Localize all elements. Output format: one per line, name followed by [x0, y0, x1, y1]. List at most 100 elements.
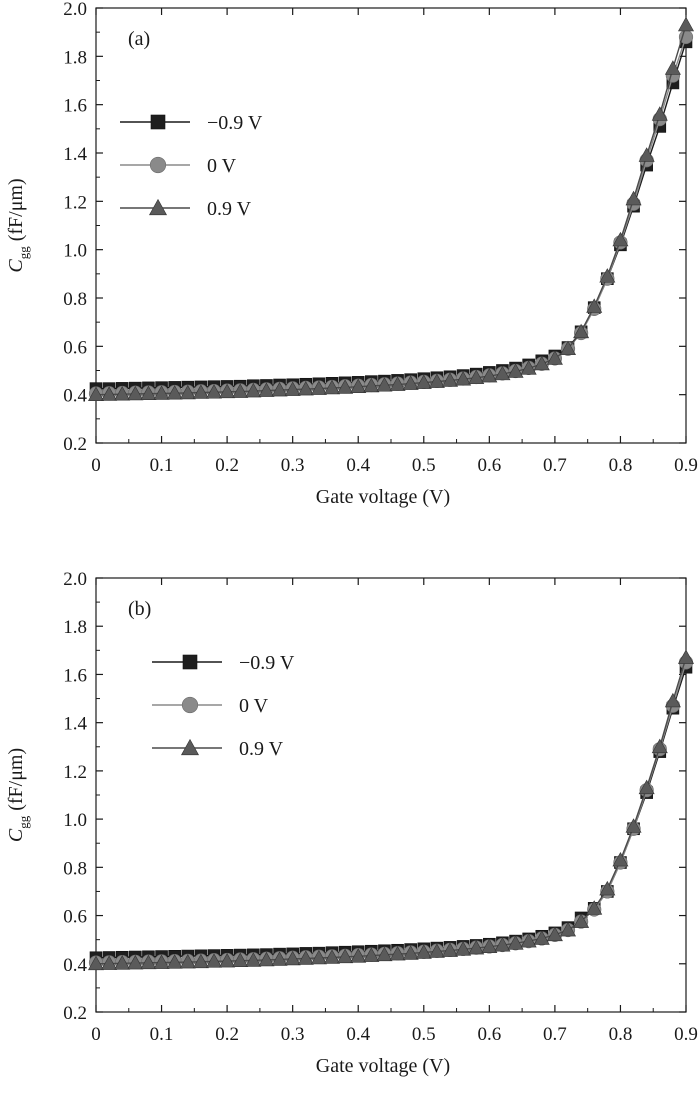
series-2 — [88, 655, 694, 970]
data-point — [219, 383, 236, 399]
y-axis-title: Cgg (fF/μm) — [5, 178, 31, 272]
panel-label: (b) — [128, 598, 151, 620]
data-point — [297, 950, 314, 965]
data-point — [481, 367, 498, 383]
data-point — [455, 941, 472, 956]
y-tick-label: 1.2 — [63, 762, 87, 783]
y-tick-label: 0.6 — [63, 907, 87, 928]
data-point — [415, 374, 432, 389]
data-point — [258, 382, 275, 397]
x-tick-label: 0.1 — [150, 1024, 174, 1045]
chart-panel-a: 0 0.1 0.2 0.3 0.4 0.5 0.6 0.7 0.8 0.9 0.2 0.4 0.6 0.8… — [5, 0, 698, 508]
data-point — [546, 926, 563, 942]
legend-label: −0.9 V — [239, 652, 295, 674]
data-point — [559, 921, 577, 937]
data-point — [323, 949, 341, 964]
data-point — [612, 851, 629, 867]
data-point — [153, 954, 170, 969]
y-tick-label: 0.2 — [63, 1003, 87, 1024]
y-tick-label: 1.2 — [63, 192, 87, 213]
y-tick-label: 1.0 — [63, 241, 87, 262]
data-point — [232, 952, 249, 967]
data-point — [363, 377, 380, 393]
data-point — [389, 376, 406, 391]
data-point — [140, 954, 157, 970]
series-line — [95, 657, 687, 965]
y-tick-label: 1.4 — [63, 144, 87, 165]
data-point — [376, 946, 393, 962]
x-tick-label: 0.7 — [543, 455, 567, 476]
x-tick-label: 0.6 — [477, 1024, 501, 1045]
legend-marker — [150, 114, 166, 130]
data-point — [664, 60, 681, 75]
x-tick-label: 0 — [91, 455, 101, 476]
data-point — [179, 384, 196, 400]
data-point — [625, 190, 642, 206]
data-point — [638, 147, 655, 162]
x-axis-title: Gate voltage (V) — [316, 486, 450, 508]
y-tick-label: 0.8 — [63, 289, 87, 310]
data-point — [599, 880, 616, 896]
x-tick-label: 0.9 — [674, 455, 698, 476]
plot-frame — [95, 7, 687, 444]
data-point — [205, 384, 223, 399]
data-point — [573, 323, 590, 339]
data-point — [520, 360, 537, 375]
data-point — [376, 377, 393, 392]
data-point — [101, 955, 118, 970]
data-point — [363, 947, 380, 962]
data-point — [586, 298, 603, 313]
x-tick-label: 0.3 — [281, 1024, 305, 1045]
y-tick-label: 0.4 — [63, 386, 87, 407]
legend-label: 0.9 V — [207, 198, 252, 220]
data-point — [573, 913, 590, 928]
y-axis-title-unit: (fF/μm) — [5, 748, 27, 811]
data-point — [468, 369, 485, 385]
data-point — [323, 379, 341, 395]
y-tick-label: 0.8 — [63, 858, 87, 879]
data-point — [520, 932, 537, 948]
legend-label: 0.9 V — [239, 738, 284, 760]
data-point — [166, 954, 183, 969]
data-point — [127, 954, 144, 970]
series-line — [95, 24, 687, 396]
data-point — [271, 381, 288, 397]
x-axis-title: Gate voltage (V) — [316, 1055, 450, 1077]
data-point — [455, 371, 472, 386]
series-line — [95, 36, 687, 395]
data-point — [402, 375, 419, 390]
y-tick-label: 1.4 — [63, 714, 87, 735]
x-tick-label: 0.7 — [543, 1024, 567, 1045]
plot-frame — [95, 577, 687, 1013]
data-point — [481, 938, 498, 953]
data-point — [87, 386, 105, 401]
data-point — [494, 365, 511, 381]
x-tick-label: 0.5 — [412, 455, 436, 476]
x-tick-label: 0.8 — [609, 455, 633, 476]
series-1 — [89, 660, 693, 965]
legend-marker — [181, 696, 199, 714]
y-axis-title-unit: (fF/μm) — [5, 178, 27, 241]
legend-label: −0.9 V — [207, 112, 263, 134]
data-point — [586, 900, 603, 915]
data-point — [297, 380, 314, 396]
data-point — [389, 946, 406, 961]
x-tick-label: 0.4 — [346, 1024, 370, 1045]
data-point — [559, 340, 577, 356]
y-tick-label: 1.8 — [63, 617, 87, 638]
series-1 — [89, 35, 693, 395]
data-point — [651, 738, 668, 754]
data-point — [192, 953, 209, 969]
x-tick-label: 0 — [91, 1024, 101, 1045]
panel-label: (a) — [128, 28, 150, 50]
y-tick-label: 0.2 — [63, 434, 87, 455]
y-tick-label: 1.0 — [63, 810, 87, 831]
x-tick-label: 0.5 — [412, 1024, 436, 1045]
y-axis-title-subscript: gg — [16, 246, 31, 260]
data-point — [166, 385, 183, 400]
series-3 — [87, 649, 695, 971]
data-point — [350, 948, 367, 963]
data-point — [350, 378, 367, 393]
data-point — [140, 385, 157, 401]
